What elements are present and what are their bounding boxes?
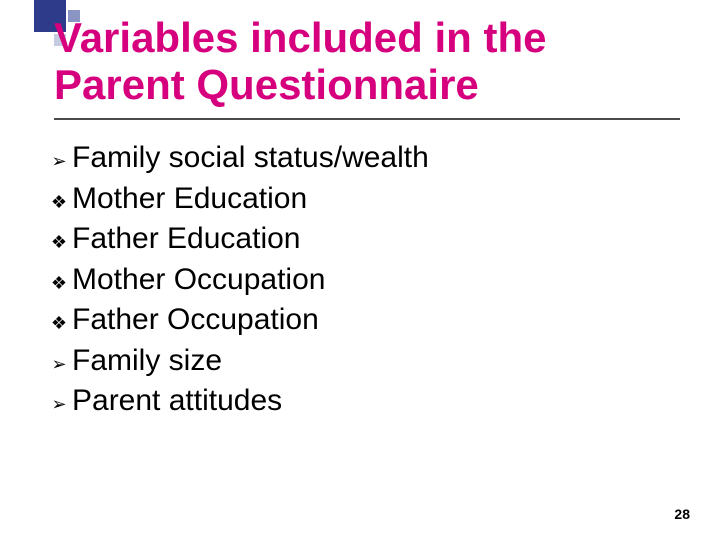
slide-title: Variables included in the Parent Questio… xyxy=(54,14,680,108)
list-item: ➢ Parent attitudes xyxy=(46,381,680,422)
list-item: ❖ Father Education xyxy=(46,219,680,260)
list-item: ❖ Mother Education xyxy=(46,179,680,220)
list-item-label: Family size xyxy=(72,341,680,382)
diamond-icon: ❖ xyxy=(46,271,72,295)
list-item: ➢ Family social status/wealth xyxy=(46,138,680,179)
chevron-right-icon: ➢ xyxy=(46,149,72,173)
chevron-right-icon: ➢ xyxy=(46,352,72,376)
list-item-label: Mother Occupation xyxy=(72,260,680,301)
list-item-label: Family social status/wealth xyxy=(72,138,680,179)
list-item: ❖ Father Occupation xyxy=(46,300,680,341)
slide-title-line2: Parent Questionnaire xyxy=(54,61,479,108)
title-underline xyxy=(54,118,680,120)
list-item: ❖ Mother Occupation xyxy=(46,260,680,301)
list-item-label: Mother Education xyxy=(72,179,680,220)
chevron-right-icon: ➢ xyxy=(46,392,72,416)
diamond-icon: ❖ xyxy=(46,311,72,335)
list-item-label: Father Education xyxy=(72,219,680,260)
page-number: 28 xyxy=(674,506,690,522)
diamond-icon: ❖ xyxy=(46,230,72,254)
bullet-list: ➢ Family social status/wealth ❖ Mother E… xyxy=(46,138,680,422)
list-item-label: Father Occupation xyxy=(72,300,680,341)
list-item-label: Parent attitudes xyxy=(72,381,680,422)
list-item: ➢ Family size xyxy=(46,341,680,382)
diamond-icon: ❖ xyxy=(46,190,72,214)
slide-title-line1: Variables included in the xyxy=(54,14,546,61)
